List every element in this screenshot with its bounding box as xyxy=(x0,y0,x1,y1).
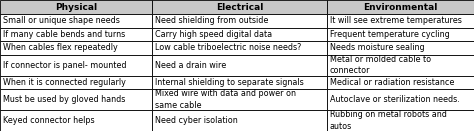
Text: Low cable triboelectric noise needs?: Low cable triboelectric noise needs? xyxy=(155,43,301,52)
Text: Carry high speed digital data: Carry high speed digital data xyxy=(155,30,272,39)
Text: Electrical: Electrical xyxy=(216,2,263,12)
Bar xyxy=(152,28,327,41)
Bar xyxy=(327,75,474,89)
Text: It will see extreme temperatures: It will see extreme temperatures xyxy=(330,16,462,25)
Bar xyxy=(0,89,152,110)
Bar xyxy=(327,14,474,28)
Bar xyxy=(152,41,327,54)
Bar xyxy=(0,14,152,28)
Text: If connector is panel- mounted: If connector is panel- mounted xyxy=(3,61,127,70)
Text: Frequent temperature cycling: Frequent temperature cycling xyxy=(330,30,450,39)
Bar xyxy=(327,89,474,110)
Bar xyxy=(152,89,327,110)
Text: Need cyber isolation: Need cyber isolation xyxy=(155,116,238,125)
Bar xyxy=(152,75,327,89)
Bar xyxy=(0,54,152,75)
Text: Medical or radiation resistance: Medical or radiation resistance xyxy=(330,78,455,87)
Bar xyxy=(152,110,327,131)
Text: Keyed connector helps: Keyed connector helps xyxy=(3,116,95,125)
Text: Rubbing on metal robots and
autos: Rubbing on metal robots and autos xyxy=(330,110,447,131)
Bar xyxy=(152,14,327,28)
Text: Metal or molded cable to
connector: Metal or molded cable to connector xyxy=(330,55,431,75)
Text: If many cable bends and turns: If many cable bends and turns xyxy=(3,30,125,39)
Bar xyxy=(0,41,152,54)
Text: Physical: Physical xyxy=(55,2,97,12)
Bar xyxy=(327,0,474,14)
Bar xyxy=(0,110,152,131)
Bar xyxy=(327,41,474,54)
Bar xyxy=(0,28,152,41)
Bar xyxy=(327,54,474,75)
Text: When cables flex repeatedly: When cables flex repeatedly xyxy=(3,43,118,52)
Text: When it is connected regularly: When it is connected regularly xyxy=(3,78,126,87)
Bar xyxy=(152,54,327,75)
Bar xyxy=(152,0,327,14)
Text: Environmental: Environmental xyxy=(363,2,438,12)
Text: Mixed wire with data and power on
same cable: Mixed wire with data and power on same c… xyxy=(155,89,296,110)
Text: Must be used by gloved hands: Must be used by gloved hands xyxy=(3,95,126,104)
Text: Small or unique shape needs: Small or unique shape needs xyxy=(3,16,120,25)
Text: Need shielding from outside: Need shielding from outside xyxy=(155,16,268,25)
Bar xyxy=(327,28,474,41)
Bar xyxy=(327,110,474,131)
Text: Needs moisture sealing: Needs moisture sealing xyxy=(330,43,425,52)
Text: Need a drain wire: Need a drain wire xyxy=(155,61,226,70)
Bar xyxy=(0,75,152,89)
Text: Autoclave or sterilization needs.: Autoclave or sterilization needs. xyxy=(330,95,460,104)
Bar xyxy=(0,0,152,14)
Text: Internal shielding to separate signals: Internal shielding to separate signals xyxy=(155,78,304,87)
